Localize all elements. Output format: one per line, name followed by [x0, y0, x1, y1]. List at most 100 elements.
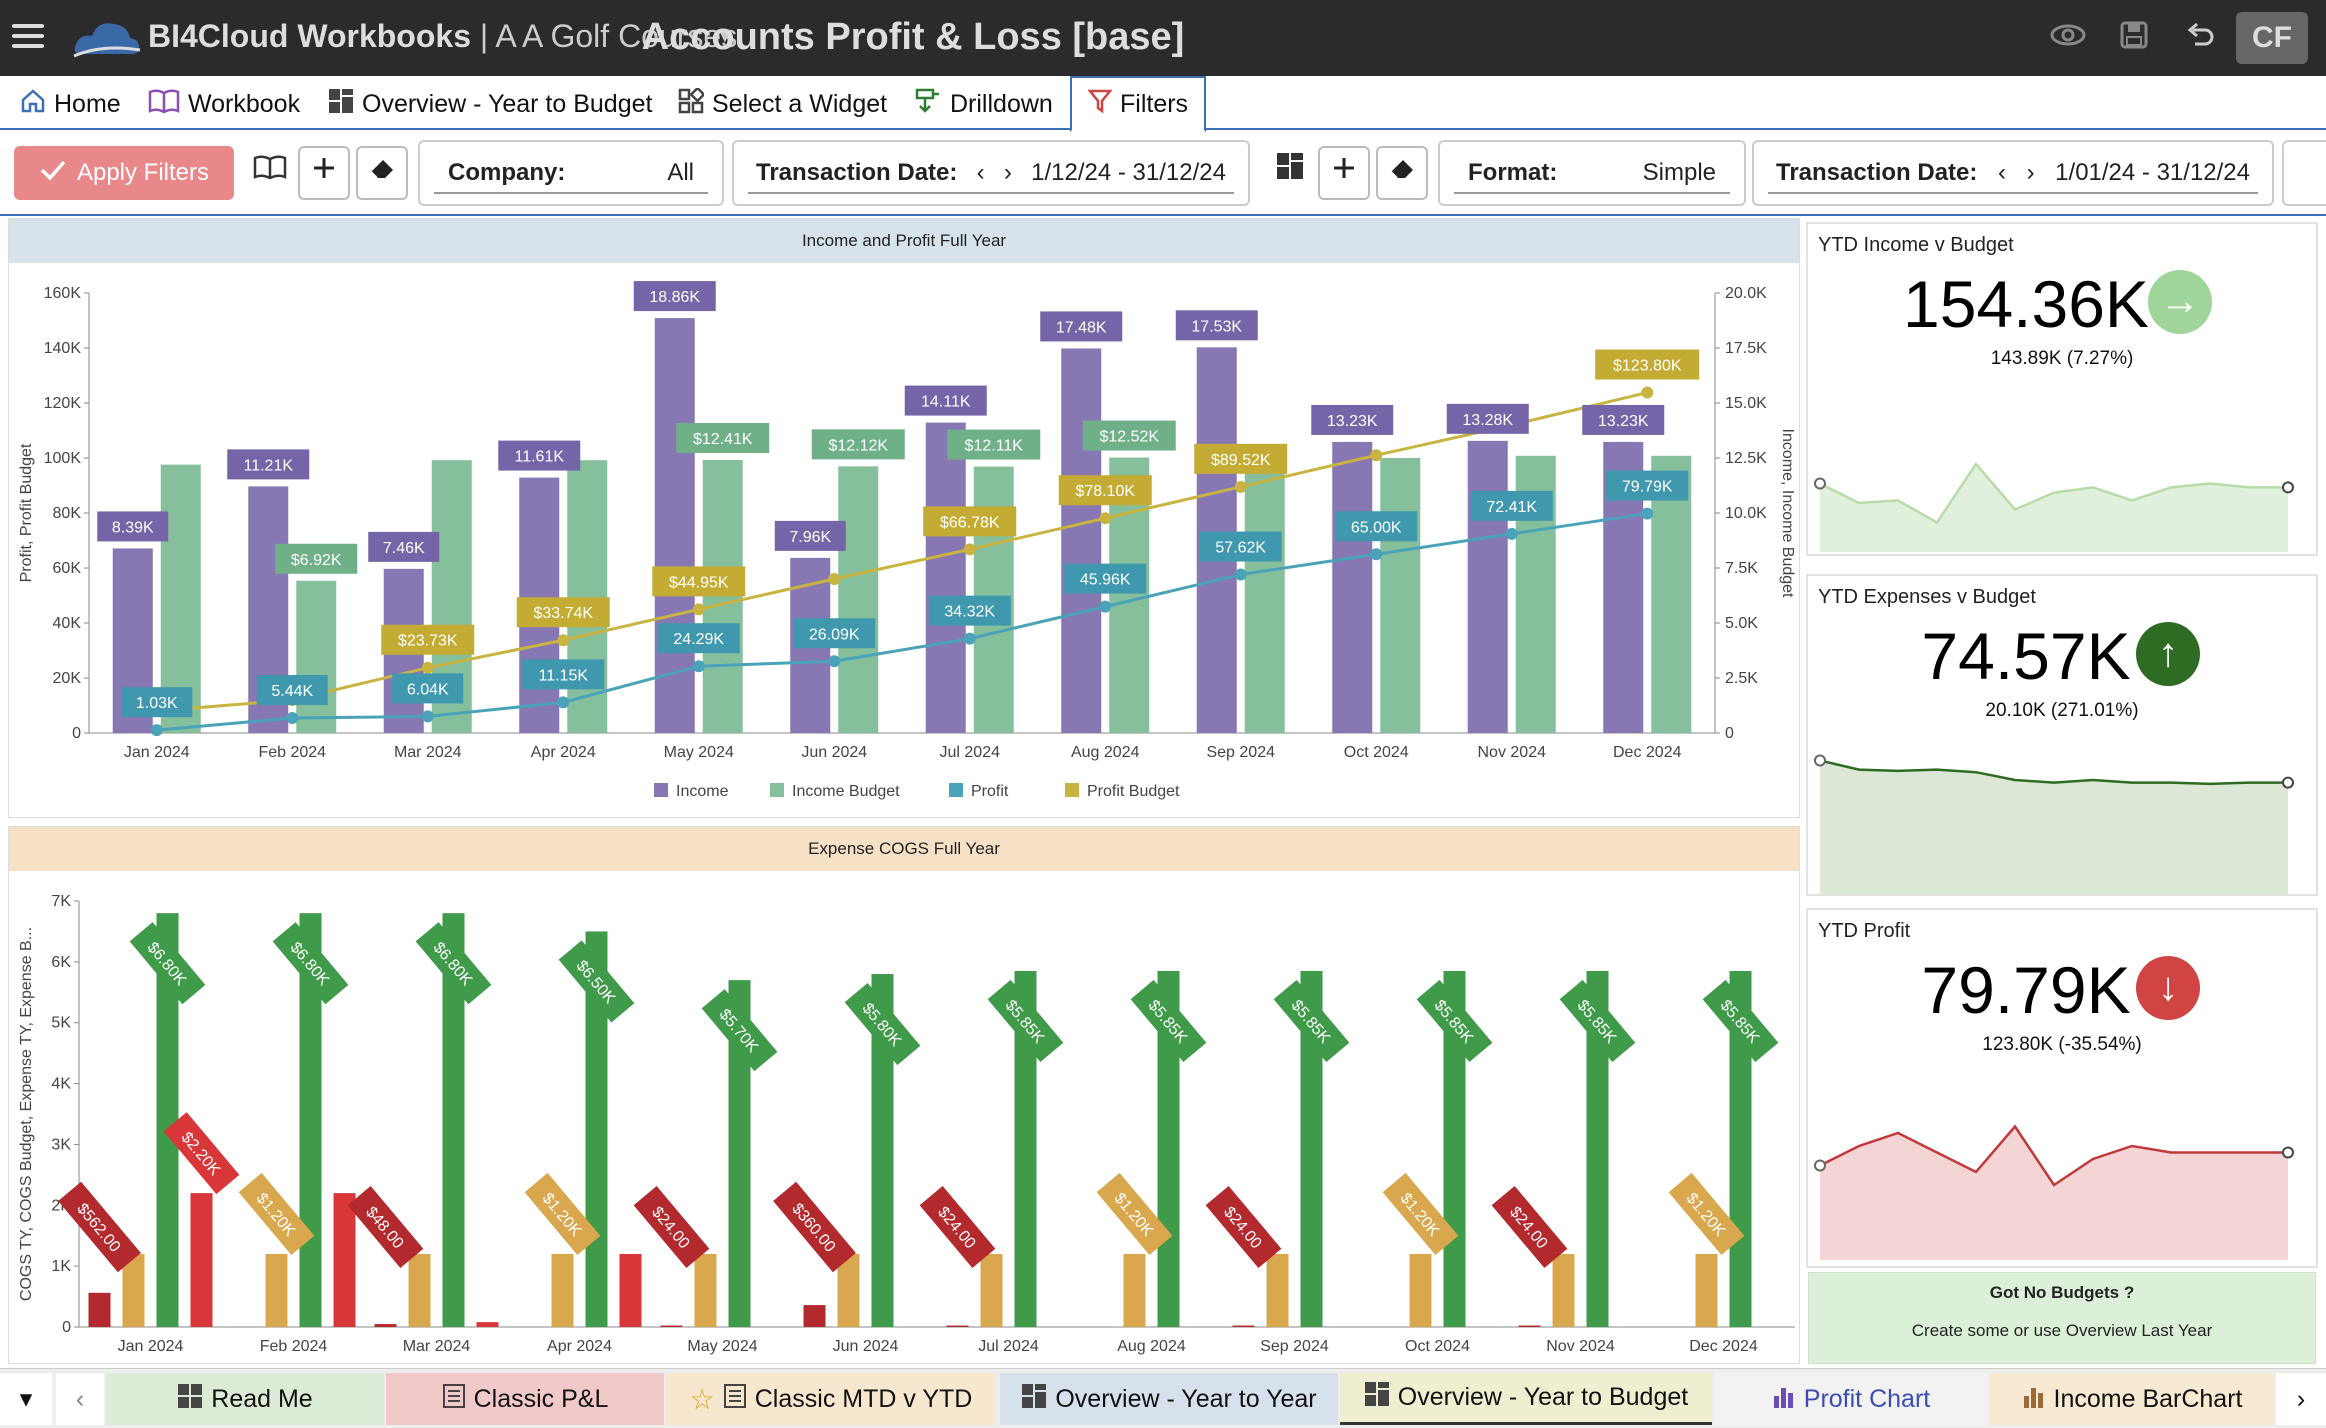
x-tick-label: Dec 2024 — [1689, 1338, 1758, 1355]
x-tick-label: Oct 2024 — [1405, 1338, 1470, 1355]
tab-home[interactable]: Home — [20, 82, 121, 126]
x-tick-label: Feb 2024 — [258, 744, 326, 761]
legend-swatch — [770, 783, 784, 797]
svg-text:$12.52K: $12.52K — [1099, 429, 1159, 446]
bar-cogs-budget — [1266, 1253, 1289, 1327]
svg-text:7.46K: 7.46K — [383, 540, 425, 557]
sheet-menu-chevron-down-icon[interactable]: ▾ — [0, 1373, 52, 1425]
more-filters-box[interactable] — [2282, 140, 2326, 206]
no-budgets-banner[interactable]: Got No Budgets ? Create some or use Over… — [1808, 1272, 2316, 1364]
point-profit — [1505, 527, 1518, 540]
svg-text:$12.11K: $12.11K — [965, 438, 1024, 455]
profit-budget-data-label: $44.95K — [652, 566, 746, 597]
date1-next-icon[interactable]: › — [1003, 159, 1012, 186]
tab-select-widget[interactable]: Select a Widget — [678, 82, 887, 126]
bar-cogs-budget — [1409, 1253, 1432, 1327]
company-dropdown-icon[interactable]: ▼ — [716, 26, 734, 46]
svg-text:14.11K: 14.11K — [921, 394, 971, 411]
sheet-tab-overview-year-to-budget[interactable]: Overview - Year to Budget — [1340, 1373, 1712, 1425]
point-profit — [1234, 568, 1247, 581]
tab-overview-year-to-budget[interactable]: Overview - Year to Budget — [328, 82, 652, 126]
date1-prev-icon[interactable]: ‹ — [976, 159, 985, 186]
eraser-icon[interactable] — [356, 146, 408, 200]
book-open-icon[interactable] — [244, 146, 296, 200]
svg-text:17.48K: 17.48K — [1056, 319, 1107, 336]
tab-filters[interactable]: Filters — [1070, 76, 1207, 132]
bar-expense-ty — [442, 913, 465, 1327]
sheet-tab-classic-mtd-ytd[interactable]: ☆ Classic MTD v YTD — [666, 1373, 996, 1425]
cogs-ty-data-label: $24.00 — [1205, 1185, 1282, 1269]
point-profit-budget — [1370, 449, 1383, 462]
profit-data-label: 79.79K — [1606, 470, 1689, 501]
save-icon[interactable] — [2114, 20, 2154, 56]
profit-data-label: 24.29K — [657, 623, 740, 654]
date2-next-icon[interactable]: › — [2026, 159, 2035, 186]
grid-layout-icon[interactable] — [1264, 146, 1316, 200]
y-tick-label: 40K — [53, 615, 82, 632]
y2-tick-label: 10.0K — [1725, 505, 1767, 522]
income-data-label: 18.86K — [633, 281, 716, 312]
y-tick-label: 80K — [53, 505, 82, 522]
svg-text:45.96K: 45.96K — [1080, 572, 1131, 589]
star-icon: ☆ — [689, 1383, 715, 1415]
sheet-tab-classic-pl[interactable]: Classic P&L — [386, 1373, 664, 1425]
list-icon — [442, 1383, 466, 1416]
income-data-label: 7.46K — [368, 531, 440, 562]
x-tick-label: Jan 2024 — [118, 1338, 184, 1355]
kpi-expenses[interactable]: YTD Expenses v Budget 74.57K ↑ 20.10K (2… — [1806, 574, 2318, 896]
drilldown-icon — [914, 87, 942, 122]
app-title: BI4Cloud Workbooks | A A Golf Courses — [148, 18, 737, 55]
kpi-income[interactable]: YTD Income v Budget 154.36K → 143.89K (7… — [1806, 222, 2318, 556]
tab-workbook[interactable]: Workbook — [148, 82, 300, 126]
transaction-date-filter-2[interactable]: Transaction Date: ‹ › 1/01/24 - 31/12/24 — [1752, 140, 2274, 206]
sheet-tab-overview-year-to-year[interactable]: Overview - Year to Year — [1000, 1373, 1338, 1425]
apply-filters-button[interactable]: Apply Filters — [14, 146, 234, 200]
bar-income — [1467, 440, 1508, 733]
cogs-ty-data-label: $48.00 — [347, 1185, 424, 1269]
scroll-left-chevron-icon[interactable]: ‹ — [56, 1373, 104, 1425]
y-tick-label: 4K — [51, 1076, 71, 1093]
income-data-label: 13.23K — [1311, 404, 1394, 435]
format-filter[interactable]: Format: Simple — [1438, 140, 1746, 206]
x-tick-label: Jun 2024 — [833, 1338, 899, 1355]
transaction-date-filter-1[interactable]: Transaction Date: ‹ › 1/12/24 - 31/12/24 — [732, 140, 1250, 206]
sheet-tab-profit-chart[interactable]: Profit Chart — [1714, 1373, 1988, 1425]
y2-tick-label: 7.5K — [1725, 560, 1758, 577]
user-avatar[interactable]: CF — [2236, 12, 2308, 64]
add-filter-button-2[interactable] — [1318, 146, 1370, 200]
point-profit — [1641, 507, 1654, 520]
profit-data-label: 57.62K — [1199, 531, 1282, 562]
x-tick-label: Dec 2024 — [1613, 744, 1682, 761]
tab-drilldown[interactable]: Drilldown — [914, 82, 1053, 126]
bar-expense-budget — [333, 1193, 356, 1327]
svg-text:65.00K: 65.00K — [1351, 519, 1402, 536]
kpi-profit[interactable]: YTD Profit 79.79K ↓ 123.80K (-35.54%) — [1806, 908, 2318, 1268]
eye-icon[interactable] — [2048, 20, 2088, 56]
expense-cogs-chart-panel: Expense COGS Full Year 0 1K 2K 3K 4K 5K 6K 7K CO… — [8, 826, 1800, 1364]
income-data-label: 11.21K — [227, 449, 310, 480]
company-filter[interactable]: Company: All — [418, 140, 724, 206]
bar-expense-ty — [299, 913, 322, 1327]
sheet-tab-income-barchart[interactable]: Income BarChart — [1990, 1373, 2274, 1425]
profit-data-label: 45.96K — [1064, 563, 1147, 594]
bar-cogs-ty — [946, 1325, 969, 1327]
hamburger-menu-icon[interactable] — [12, 24, 44, 50]
scroll-right-chevron-icon[interactable]: › — [2276, 1373, 2326, 1425]
svg-text:$44.95K: $44.95K — [669, 574, 729, 591]
profit-data-label: 34.32K — [928, 595, 1011, 626]
svg-text:11.15K: 11.15K — [538, 667, 588, 684]
kpi-expenses-sparkline — [1814, 754, 2294, 894]
x-tick-label: Jun 2024 — [801, 744, 867, 761]
svg-text:$12.12K: $12.12K — [828, 437, 888, 454]
svg-text:26.09K: 26.09K — [809, 626, 860, 643]
bar-cogs-budget — [408, 1253, 431, 1327]
add-filter-button[interactable] — [298, 146, 350, 200]
profit-data-label: 72.41K — [1470, 490, 1553, 521]
date2-prev-icon[interactable]: ‹ — [1997, 159, 2006, 186]
profit-budget-data-label: $33.74K — [516, 597, 610, 628]
undo-icon[interactable] — [2180, 20, 2220, 56]
point-profit-budget — [963, 543, 976, 556]
sheet-tab-read-me[interactable]: Read Me — [106, 1373, 384, 1425]
y-tick-label: 140K — [44, 340, 82, 357]
eraser-icon-2[interactable] — [1376, 146, 1428, 200]
